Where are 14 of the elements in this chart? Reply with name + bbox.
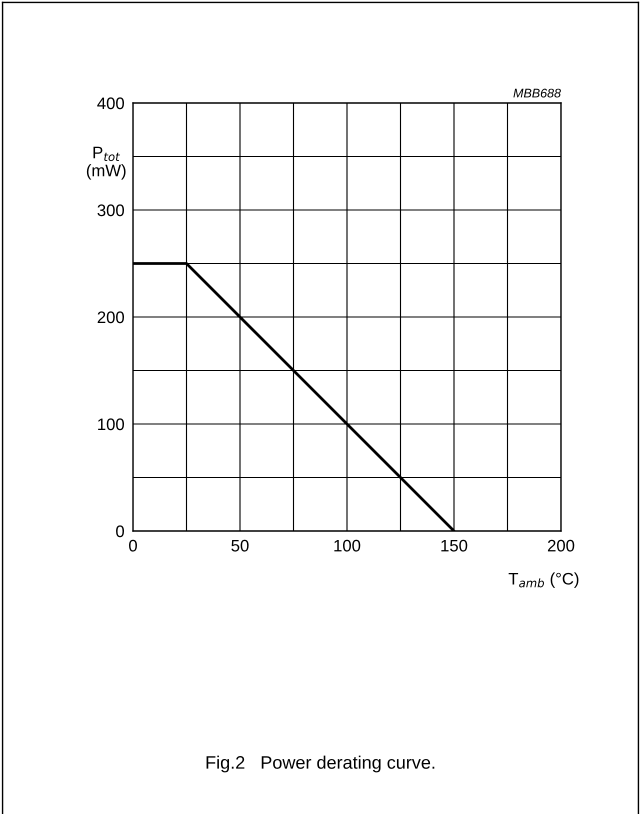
x-tick-label: 50 [231, 540, 249, 552]
y-tick-label: 400 [97, 97, 124, 110]
y-tick-label: 200 [98, 311, 124, 324]
caption: Fig.2 Power derating curve. [206, 756, 434, 772]
text: MBB688 [513, 88, 561, 98]
x-tick-label: 200 [548, 540, 574, 552]
y-tick-label: 0 [116, 525, 124, 538]
y-tick-label: 300 [97, 204, 124, 216]
x-axis-title: T$_{amb}$ (°C) [508, 572, 578, 588]
x-tick-label: 100 [334, 540, 360, 552]
x-tick-label: 150 [441, 540, 468, 552]
x-tick-label: 0 [129, 540, 137, 552]
y-axis-title: P$_{tot}$ (mW) [86, 146, 126, 180]
y-tick-label: 100 [98, 418, 124, 430]
